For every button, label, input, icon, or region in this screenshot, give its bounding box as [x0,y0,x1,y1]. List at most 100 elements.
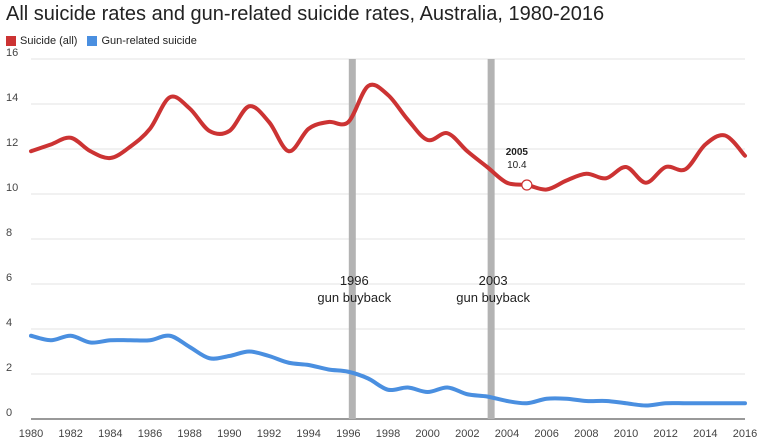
tooltip-year-label: 2005 [506,147,529,158]
x-tick-label-1980: 1980 [19,428,43,440]
data-point-gun-related-suicide-2014[interactable] [701,399,709,407]
x-tick-label-1992: 1992 [257,428,281,440]
data-point-suicide-all-2012[interactable] [662,163,670,171]
data-point-suicide-all-2007[interactable] [563,177,571,185]
data-point-suicide-all-1983[interactable] [87,147,95,155]
data-point-gun-related-suicide-1998[interactable] [384,386,392,394]
data-point-suicide-all-1994[interactable] [305,125,313,133]
data-point-gun-related-suicide-2008[interactable] [582,397,590,405]
y-tick-label-8: 8 [6,227,12,239]
data-point-gun-related-suicide-1988[interactable] [186,343,194,351]
data-point-suicide-all-1995[interactable] [325,118,333,126]
data-point-suicide-all-2013[interactable] [682,165,690,173]
x-tick-label-2002: 2002 [455,428,479,440]
data-point-gun-related-suicide-2015[interactable] [721,399,729,407]
data-point-suicide-all-2014[interactable] [701,141,709,149]
x-tick-label-2008: 2008 [574,428,598,440]
data-point-suicide-all-1987[interactable] [166,93,174,101]
annotation-bar-1996 [348,59,356,419]
data-point-suicide-all-2011[interactable] [642,179,650,187]
data-point-suicide-all-2006[interactable] [543,186,551,194]
data-point-gun-related-suicide-2013[interactable] [682,399,690,407]
data-point-suicide-all-1999[interactable] [404,116,412,124]
data-point-suicide-all-1990[interactable] [225,127,233,135]
data-point-suicide-all-1993[interactable] [285,147,293,155]
y-tick-label-16: 16 [6,47,18,59]
data-point-gun-related-suicide-1989[interactable] [206,354,214,362]
data-point-suicide-all-2015[interactable] [721,132,729,140]
data-point-gun-related-suicide-2012[interactable] [662,399,670,407]
data-point-gun-related-suicide-2016[interactable] [741,399,749,407]
data-point-suicide-all-1982[interactable] [67,134,75,142]
tooltip-marker-point [521,179,533,191]
y-tick-label-14: 14 [6,92,18,104]
data-point-gun-related-suicide-2009[interactable] [602,397,610,405]
data-point-suicide-all-2016[interactable] [741,152,749,160]
x-tick-label-1998: 1998 [376,428,400,440]
x-tick-label-1982: 1982 [58,428,82,440]
data-point-suicide-all-1989[interactable] [206,127,214,135]
data-point-gun-related-suicide-1999[interactable] [404,384,412,392]
x-tick-label-2006: 2006 [534,428,558,440]
data-point-suicide-all-2001[interactable] [444,129,452,137]
data-point-gun-related-suicide-1981[interactable] [47,336,55,344]
data-point-gun-related-suicide-1980[interactable] [27,332,35,340]
data-point-gun-related-suicide-2002[interactable] [463,390,471,398]
data-point-suicide-all-1981[interactable] [47,141,55,149]
data-point-gun-related-suicide-1986[interactable] [146,336,154,344]
annotation-label-2003: gun buyback [456,290,530,305]
data-point-suicide-all-1988[interactable] [186,105,194,113]
data-point-gun-related-suicide-1996[interactable] [344,368,352,376]
data-point-suicide-all-1991[interactable] [245,102,253,110]
data-point-gun-related-suicide-1997[interactable] [364,375,372,383]
data-point-gun-related-suicide-2004[interactable] [503,397,511,405]
data-point-gun-related-suicide-2010[interactable] [622,399,630,407]
data-point-gun-related-suicide-2005[interactable] [523,399,531,407]
data-point-suicide-all-2002[interactable] [463,147,471,155]
legend-label-gun-related-suicide: Gun-related suicide [101,35,197,47]
data-point-gun-related-suicide-1994[interactable] [305,361,313,369]
x-tick-label-2004: 2004 [495,428,519,440]
y-tick-label-10: 10 [6,182,18,194]
legend-item-gun-related-suicide[interactable]: Gun-related suicide [87,35,197,47]
data-point-gun-related-suicide-1984[interactable] [106,336,114,344]
data-point-gun-related-suicide-1991[interactable] [245,348,253,356]
data-point-suicide-all-2000[interactable] [424,136,432,144]
legend-swatch-gun-related-suicide [87,36,98,46]
data-point-suicide-all-2003[interactable] [483,163,491,171]
data-point-suicide-all-1996[interactable] [344,118,352,126]
data-point-gun-related-suicide-1992[interactable] [265,352,273,360]
annotation-year-2003: 2003 [479,273,508,288]
x-tick-label-2012: 2012 [653,428,677,440]
data-point-suicide-all-2008[interactable] [582,170,590,178]
data-point-suicide-all-1986[interactable] [146,125,154,133]
data-point-gun-related-suicide-2003[interactable] [483,393,491,401]
x-tick-label-1996: 1996 [336,428,360,440]
x-tick-label-1994: 1994 [296,428,320,440]
data-point-gun-related-suicide-1993[interactable] [285,359,293,367]
data-point-suicide-all-1997[interactable] [364,82,372,90]
data-point-gun-related-suicide-2000[interactable] [424,388,432,396]
data-point-suicide-all-2009[interactable] [602,174,610,182]
data-point-suicide-all-1992[interactable] [265,118,273,126]
data-point-gun-related-suicide-1990[interactable] [225,352,233,360]
data-point-gun-related-suicide-1985[interactable] [126,336,134,344]
x-tick-label-2014: 2014 [693,428,717,440]
data-point-gun-related-suicide-2006[interactable] [543,395,551,403]
data-point-suicide-all-2010[interactable] [622,163,630,171]
data-point-gun-related-suicide-1995[interactable] [325,366,333,374]
data-point-gun-related-suicide-1987[interactable] [166,332,174,340]
legend-swatch-suicide-all [6,36,16,46]
data-point-gun-related-suicide-1983[interactable] [87,339,95,347]
data-point-gun-related-suicide-2011[interactable] [642,402,650,410]
data-point-gun-related-suicide-2001[interactable] [444,384,452,392]
data-point-suicide-all-1980[interactable] [27,147,35,155]
data-point-gun-related-suicide-2007[interactable] [563,395,571,403]
legend-item-suicide-all[interactable]: Suicide (all) [6,35,77,47]
data-point-suicide-all-1998[interactable] [384,91,392,99]
data-point-suicide-all-2004[interactable] [503,179,511,187]
data-point-gun-related-suicide-1982[interactable] [67,332,75,340]
data-point-suicide-all-1984[interactable] [106,154,114,162]
annotation-bar-2003 [487,59,495,419]
data-point-suicide-all-1985[interactable] [126,143,134,151]
